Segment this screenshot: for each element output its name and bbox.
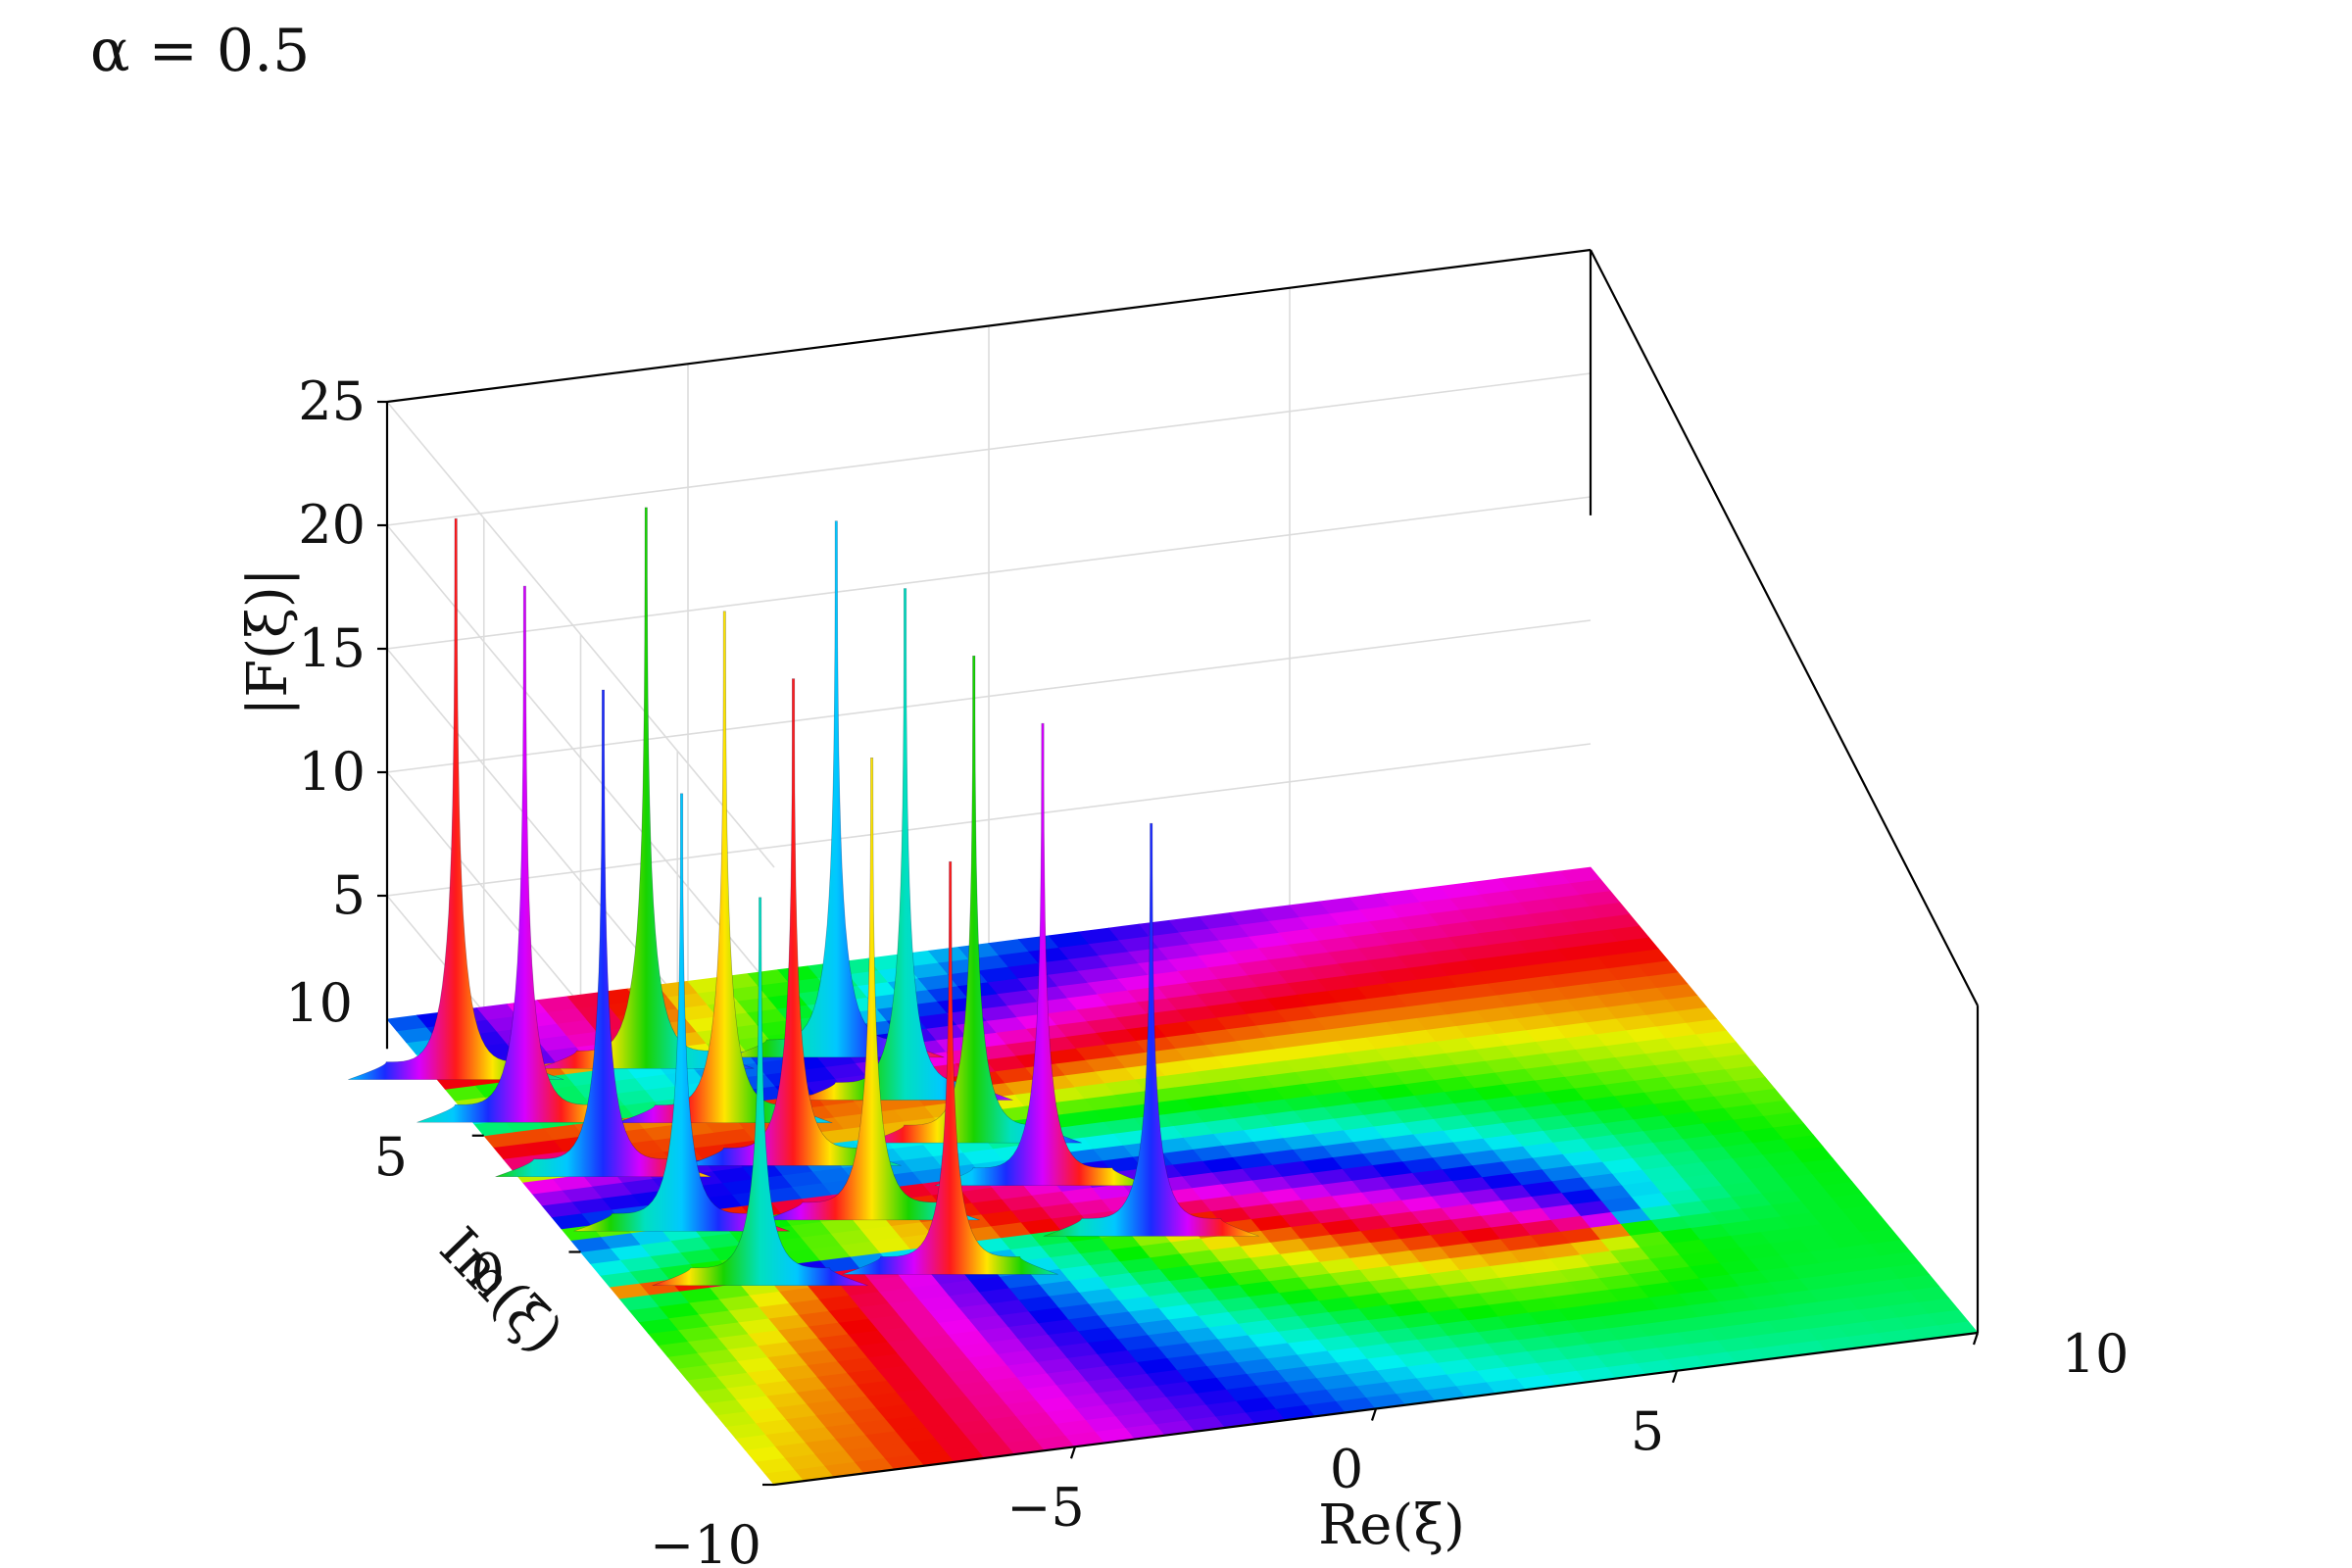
z-tick-label-5: 5 [332,864,366,926]
chart-title: α = 0.5 [90,17,310,85]
y-tick-label-0: 0 [470,1243,504,1304]
z-extra-tick-label: 10 [285,972,353,1034]
y-axis-title: Im(ξ) [427,1216,575,1366]
pole-peak [1043,822,1259,1237]
surface-cell [1559,866,1601,884]
x-tick-mark [1370,1408,1378,1421]
x-tick-mark [1972,1332,1980,1346]
x-tick-label-10: 10 [2062,1323,2130,1385]
z-tick-label-20: 20 [298,494,366,556]
x-tick-label-5: 5 [1631,1400,1664,1462]
x-tick-label-0: 0 [1330,1439,1363,1500]
y-tick-label-5: 5 [374,1126,408,1188]
z-tick-label-10: 10 [298,741,366,803]
z-tick-label-15: 15 [298,617,366,679]
surface-peaks [348,507,1259,1287]
axes-frame [377,248,1980,1487]
x-axis-title: Re(ξ) [1318,1494,1465,1557]
x-tick-label-minus-5: −5 [1006,1476,1085,1538]
frame-edge [1590,249,1979,1006]
x-tick-mark [1069,1446,1077,1459]
pole-peak [652,897,868,1287]
z-tick-label-25: 25 [298,370,366,432]
frame-edge [386,248,1592,404]
pole-peak [842,860,1058,1275]
x-tick-mark [1671,1370,1679,1384]
pole-peak [934,722,1152,1187]
z-axis-title: |F(ξ)| [236,567,300,715]
y-tick-label-minus-10: −10 [650,1514,761,1568]
